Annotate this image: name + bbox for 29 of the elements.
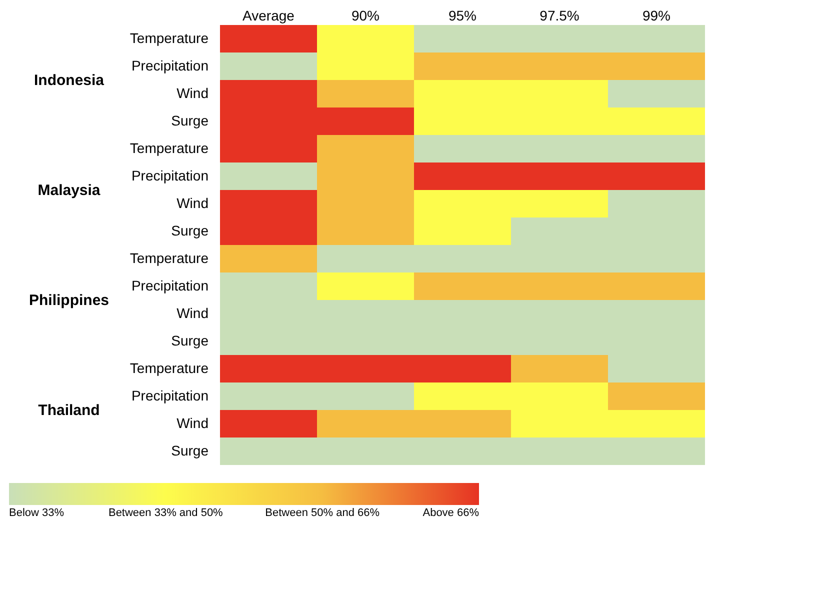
y-tick-label: Wind <box>176 194 208 211</box>
x-tick-label: 95% <box>448 8 477 24</box>
y-tick-label: Surge <box>171 112 209 128</box>
y-tick-label: Temperature <box>130 140 209 156</box>
y-tick-label: Precipitation <box>131 387 208 404</box>
y-tick-label: Surge <box>171 222 209 238</box>
x-tick-label: 99% <box>642 8 671 24</box>
color-bar-label: Between 50% and 66% <box>265 507 380 519</box>
y2-tick-label: Philippines <box>28 292 110 309</box>
color-bar-label: Between 33% and 50% <box>108 507 224 519</box>
y-tick-label: Precipitation <box>131 277 208 294</box>
x-tick-label: Average <box>242 8 295 24</box>
y-tick-label: Temperature <box>130 360 209 376</box>
y-tick-label: Surge <box>171 332 209 348</box>
y-tick-label: Wind <box>176 414 208 431</box>
y-tick-label: Precipitation <box>131 57 208 74</box>
y-tick-label: Wind <box>176 84 208 101</box>
y-tick-label: Surge <box>171 442 209 458</box>
y-tick-label: Wind <box>176 304 208 321</box>
y2-tick-label: Thailand <box>38 402 100 419</box>
y-tick-label: Temperature <box>130 250 209 266</box>
y-tick-label: Precipitation <box>131 167 208 184</box>
color-bar-label: Below 33% <box>9 507 64 519</box>
color-bar-label: Above 66% <box>422 507 480 519</box>
y2-tick-label: Malaysia <box>38 182 101 199</box>
x-tick-label: 97.5% <box>540 8 580 24</box>
y-tick-label: Temperature <box>130 30 209 46</box>
x-tick-label: 90% <box>351 8 380 24</box>
y2-tick-label: Indonesia <box>34 72 105 89</box>
